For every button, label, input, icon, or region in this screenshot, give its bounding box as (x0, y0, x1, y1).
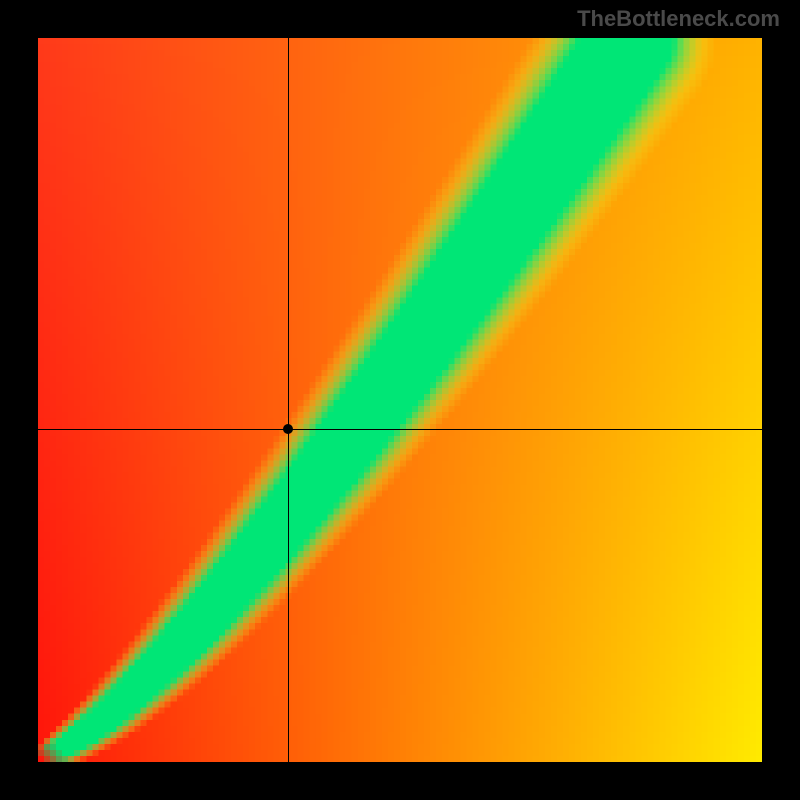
crosshair-horizontal (38, 429, 762, 430)
crosshair-marker (283, 424, 293, 434)
heatmap-canvas (38, 38, 762, 762)
plot-area (38, 38, 762, 762)
crosshair-vertical (288, 38, 289, 762)
watermark-label: TheBottleneck.com (577, 6, 780, 32)
